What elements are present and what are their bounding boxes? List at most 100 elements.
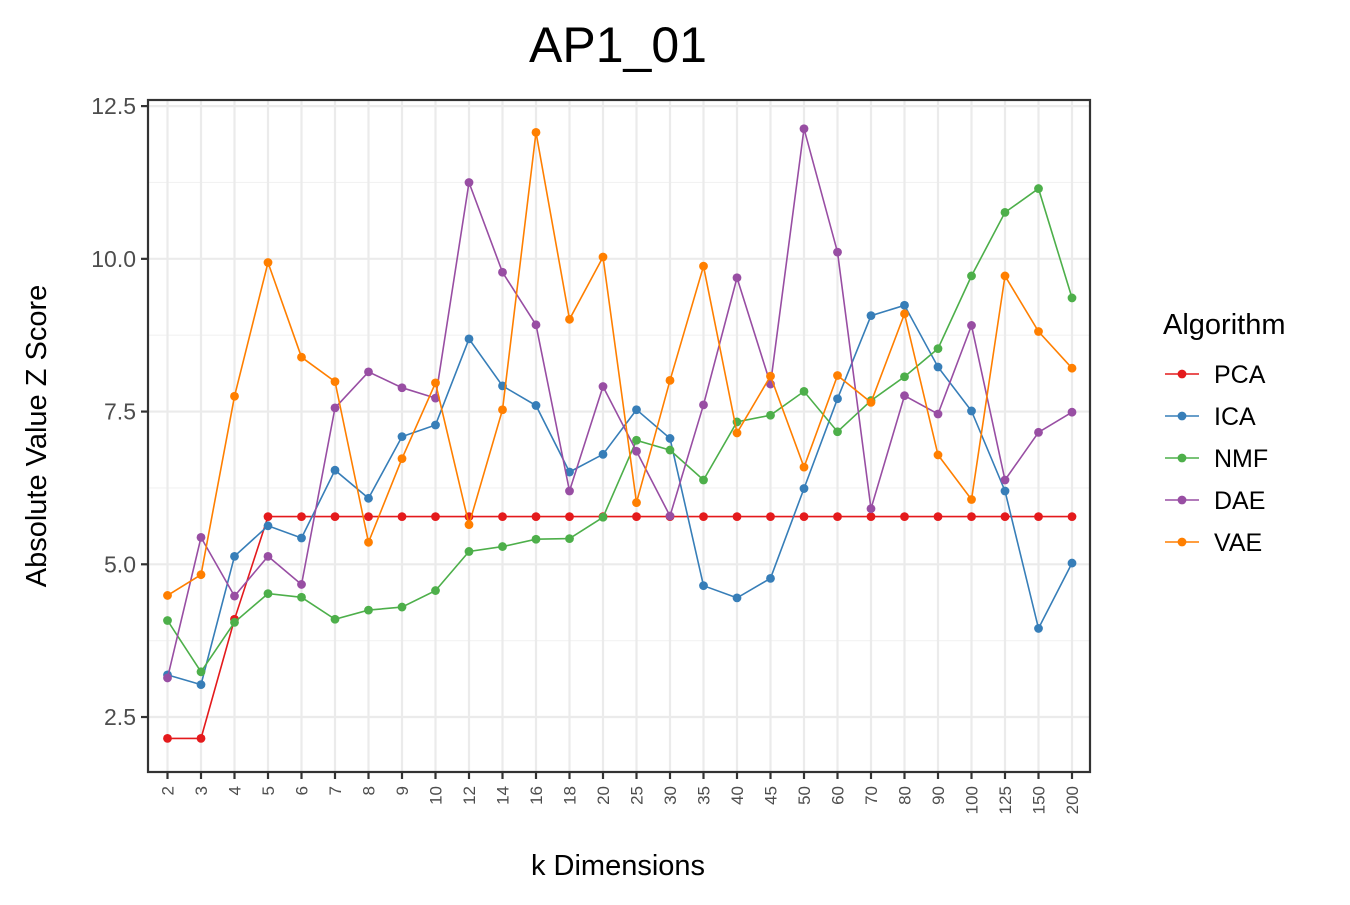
data-point-vae xyxy=(766,371,775,381)
data-point-nmf xyxy=(1000,208,1010,217)
x-tick-label: 2 xyxy=(159,786,178,795)
data-point-nmf xyxy=(397,602,407,612)
x-tick-label: 5 xyxy=(259,786,278,795)
data-point-ica xyxy=(699,581,708,591)
data-point-dae xyxy=(498,267,507,277)
data-point-vae xyxy=(699,261,708,271)
data-point-vae xyxy=(933,450,943,460)
data-point-vae xyxy=(464,520,474,529)
data-point-pca xyxy=(263,512,273,522)
data-point-vae xyxy=(1000,271,1010,281)
series-layer xyxy=(163,124,1077,743)
data-point-nmf xyxy=(297,592,306,602)
data-point-dae xyxy=(531,320,541,330)
x-tick-label: 6 xyxy=(293,786,312,795)
chart-title: AP1_01 xyxy=(529,17,707,73)
data-point-nmf xyxy=(196,667,206,677)
data-point-dae xyxy=(933,409,943,419)
data-point-pca xyxy=(967,512,976,522)
legend-title: Algorithm xyxy=(1163,309,1286,341)
data-point-dae xyxy=(699,400,708,410)
data-point-vae xyxy=(900,309,909,319)
data-point-pca xyxy=(565,512,574,522)
legend-key-point-dae xyxy=(1177,495,1187,505)
x-tick-label: 150 xyxy=(1030,786,1049,814)
data-point-vae xyxy=(565,314,574,324)
data-point-dae xyxy=(565,486,574,496)
data-point-pca xyxy=(632,512,641,522)
x-tick-label: 18 xyxy=(561,786,580,805)
legend-key-point-vae xyxy=(1177,537,1187,547)
data-point-pca xyxy=(163,734,172,743)
data-point-ica xyxy=(297,533,306,543)
y-tick-label: 2.5 xyxy=(104,704,136,730)
data-point-pca xyxy=(297,512,306,522)
data-point-pca xyxy=(900,512,909,522)
data-point-ica xyxy=(531,401,541,410)
data-point-pca xyxy=(833,512,842,522)
x-tick-label: 35 xyxy=(695,786,714,805)
data-point-dae xyxy=(297,580,306,589)
data-point-ica xyxy=(933,362,943,372)
data-point-vae xyxy=(866,398,876,407)
legend-label-dae: DAE xyxy=(1214,487,1265,515)
data-point-ica xyxy=(330,465,340,475)
legend-label-pca: PCA xyxy=(1214,361,1266,389)
data-point-vae xyxy=(196,570,206,580)
data-point-ica xyxy=(1000,486,1010,496)
x-tick-label: 14 xyxy=(494,786,513,805)
data-point-dae xyxy=(1034,427,1043,437)
x-tick-label: 25 xyxy=(628,786,647,805)
data-point-dae xyxy=(1067,407,1077,417)
data-point-pca xyxy=(933,512,943,522)
data-point-ica xyxy=(799,484,809,493)
x-axis-label: k Dimensions xyxy=(531,850,705,882)
x-tick-label: 4 xyxy=(226,786,245,795)
series-line-ica xyxy=(167,304,1073,686)
data-point-nmf xyxy=(967,271,976,281)
data-point-pca xyxy=(866,512,876,522)
y-tick-label: 5.0 xyxy=(104,551,136,577)
y-axis-label: Absolute Value Z Score xyxy=(21,285,53,588)
data-point-dae xyxy=(364,367,373,377)
data-point-ica xyxy=(1034,624,1043,633)
data-point-dae xyxy=(665,511,675,521)
data-point-ica xyxy=(866,311,876,321)
grid-lines xyxy=(148,100,1090,772)
x-tick-label: 7 xyxy=(326,786,345,795)
data-point-ica xyxy=(900,300,909,310)
data-point-vae xyxy=(297,352,306,362)
data-point-dae xyxy=(196,533,206,542)
x-tick-label: 8 xyxy=(360,786,379,795)
data-point-vae xyxy=(799,462,809,472)
data-point-nmf xyxy=(799,387,809,396)
data-point-vae xyxy=(632,498,641,507)
data-point-ica xyxy=(230,551,239,561)
data-point-nmf xyxy=(699,475,708,485)
plot-panel-border xyxy=(146,98,1092,774)
x-tick-label: 80 xyxy=(896,786,915,805)
data-point-nmf xyxy=(632,435,641,445)
data-point-nmf xyxy=(330,614,340,624)
data-point-dae xyxy=(464,178,474,187)
x-tick-label: 12 xyxy=(460,786,479,805)
data-point-ica xyxy=(364,493,373,503)
legend-key-point-ica xyxy=(1177,411,1187,421)
x-tick-label: 50 xyxy=(795,786,814,805)
data-point-ica xyxy=(967,406,976,416)
data-point-dae xyxy=(163,673,172,683)
data-point-nmf xyxy=(665,445,675,455)
data-point-ica xyxy=(1067,558,1077,568)
data-point-ica xyxy=(565,467,574,477)
data-point-pca xyxy=(431,512,440,522)
data-point-ica xyxy=(766,573,775,583)
data-point-dae xyxy=(799,124,809,134)
series-line-pca xyxy=(167,515,1072,740)
data-point-vae xyxy=(230,391,239,401)
x-tick-label: 100 xyxy=(963,786,982,814)
data-point-pca xyxy=(699,512,708,522)
data-point-pca xyxy=(498,512,507,522)
data-point-pca xyxy=(1067,512,1077,522)
data-point-ica xyxy=(833,394,842,404)
